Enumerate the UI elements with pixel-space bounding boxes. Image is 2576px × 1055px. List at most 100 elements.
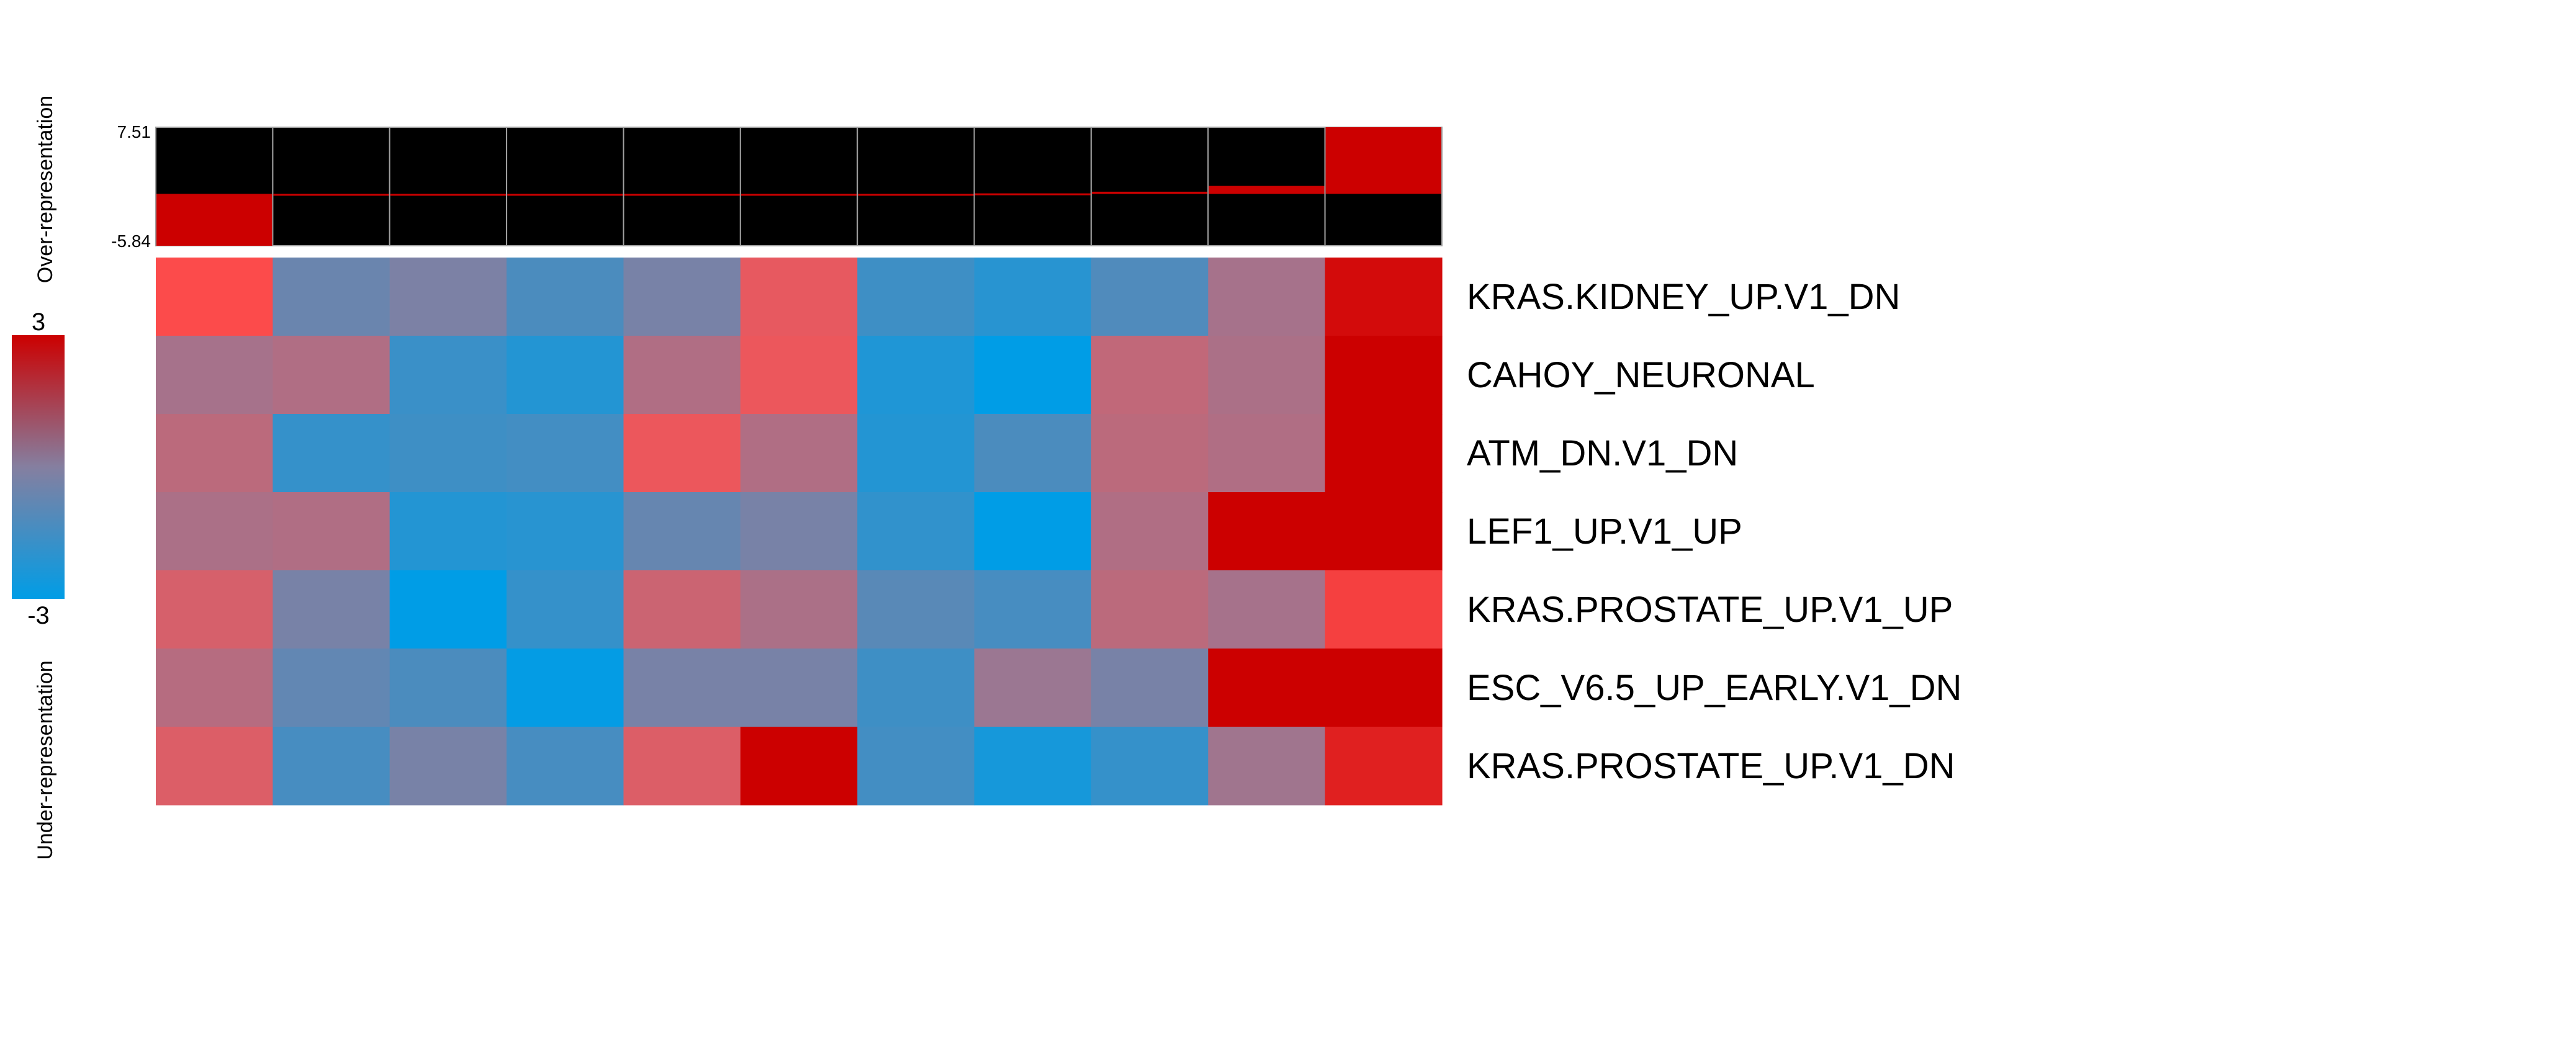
top-bar-chart <box>155 127 1443 246</box>
heatmap-cell <box>623 727 741 806</box>
heatmap-cell <box>389 492 507 571</box>
top-bar-cell <box>272 127 390 246</box>
heatmap-cell <box>1208 414 1326 493</box>
heatmap-cell <box>156 492 273 571</box>
heatmap-cell <box>740 727 858 806</box>
heatmap-cell <box>507 570 624 649</box>
heatmap-cell <box>507 727 624 806</box>
heatmap-cell <box>623 649 741 727</box>
row-label: ESC_V6.5_UP_EARLY.V1_DN <box>1467 668 1961 708</box>
heatmap-cell <box>974 649 1092 727</box>
row-label: KRAS.PROSTATE_UP.V1_UP <box>1467 590 1953 630</box>
heatmap-cell <box>623 336 741 415</box>
heatmap-cell <box>623 258 741 336</box>
heatmap-cell <box>156 727 273 806</box>
heatmap-cell <box>1325 258 1443 336</box>
row-label: KRAS.PROSTATE_UP.V1_DN <box>1467 746 1955 786</box>
heatmap-cell <box>1208 336 1326 415</box>
heatmap-cell <box>389 336 507 415</box>
heatmap-cell <box>1208 649 1326 727</box>
heatmap-cell <box>857 336 975 415</box>
heatmap-cell <box>272 649 390 727</box>
heatmap-cells <box>156 258 1443 806</box>
top-bar <box>624 194 740 196</box>
heatmap-cell <box>740 649 858 727</box>
heatmap-cell <box>857 414 975 493</box>
under-representation-label: Under-representation <box>34 660 57 860</box>
top-bar-cell <box>506 127 624 246</box>
heatmap-cell <box>507 336 624 415</box>
top-bar <box>1325 127 1441 194</box>
heatmap-cell <box>740 492 858 571</box>
heatmap-cell <box>740 336 858 415</box>
heatmap-cell <box>1091 727 1209 806</box>
heatmap-cell <box>389 414 507 493</box>
top-bar-min-label: -5.84 <box>111 231 151 251</box>
top-bar <box>390 194 507 196</box>
heatmap-cell <box>623 414 741 493</box>
heatmap-cell <box>507 492 624 571</box>
top-bar <box>156 194 272 246</box>
legend-min-label: -3 <box>27 602 50 629</box>
heatmap-cell <box>507 414 624 493</box>
heatmap-cell <box>272 570 390 649</box>
heatmap-cell <box>1208 727 1326 806</box>
row-labels: KRAS.KIDNEY_UP.V1_DN CAHOY_NEURONAL ATM_DN… <box>1467 277 1961 786</box>
heatmap-cell <box>857 727 975 806</box>
heatmap-cell <box>272 727 390 806</box>
row-label: LEF1_UP.V1_UP <box>1467 511 1742 552</box>
heatmap-cell <box>974 258 1092 336</box>
heatmap-cell <box>1091 570 1209 649</box>
heatmap-cell <box>1208 492 1326 571</box>
heatmap-cell <box>272 414 390 493</box>
top-bar-max-label: 7.51 <box>117 122 151 141</box>
top-bar <box>273 194 389 196</box>
row-label: KRAS.KIDNEY_UP.V1_DN <box>1467 277 1900 317</box>
heatmap-cell <box>507 649 624 727</box>
color-legend: 3 -3 <box>12 308 65 629</box>
top-bar <box>1209 186 1325 194</box>
heatmap-cell <box>156 258 273 336</box>
top-bar-cell <box>1090 127 1209 246</box>
heatmap-cell <box>1091 336 1209 415</box>
heatmap-cell <box>974 727 1092 806</box>
heatmap-cell <box>857 492 975 571</box>
heatmap-cell <box>1325 336 1443 415</box>
heatmap-cell <box>857 649 975 727</box>
top-bar-cell <box>973 127 1092 246</box>
heatmap-cell <box>389 258 507 336</box>
heatmap-cell <box>1208 258 1326 336</box>
row-label: CAHOY_NEURONAL <box>1467 355 1815 395</box>
heatmap-cell <box>1091 258 1209 336</box>
heatmap-cell <box>623 570 741 649</box>
heatmap-cell <box>1325 649 1443 727</box>
top-bar-cell <box>389 127 508 246</box>
heatmap-cell <box>272 258 390 336</box>
heatmap-cell <box>1091 492 1209 571</box>
heatmap-cell <box>857 258 975 336</box>
row-label: ATM_DN.V1_DN <box>1467 433 1738 474</box>
heatmap-cell <box>389 570 507 649</box>
heatmap-cell <box>974 336 1092 415</box>
heatmap-cell <box>272 492 390 571</box>
heatmap-cell <box>1091 649 1209 727</box>
heatmap-cell <box>389 727 507 806</box>
top-bar <box>975 193 1091 195</box>
heatmap-cell <box>740 570 858 649</box>
heatmap-cell <box>1208 570 1326 649</box>
top-bar <box>858 194 974 196</box>
heatmap-cell <box>272 336 390 415</box>
heatmap-cell <box>1325 414 1443 493</box>
heatmap-cell <box>857 570 975 649</box>
heatmap-cell <box>156 414 273 493</box>
heatmap-cell <box>507 258 624 336</box>
heatmap-cell <box>389 649 507 727</box>
heatmap-cell <box>740 258 858 336</box>
heatmap-cell <box>623 492 741 571</box>
top-bar-cell <box>623 127 741 246</box>
heatmap-cell <box>1325 492 1443 571</box>
top-bar <box>1091 191 1208 194</box>
top-bar <box>507 194 623 196</box>
heatmap-cell <box>1325 570 1443 649</box>
